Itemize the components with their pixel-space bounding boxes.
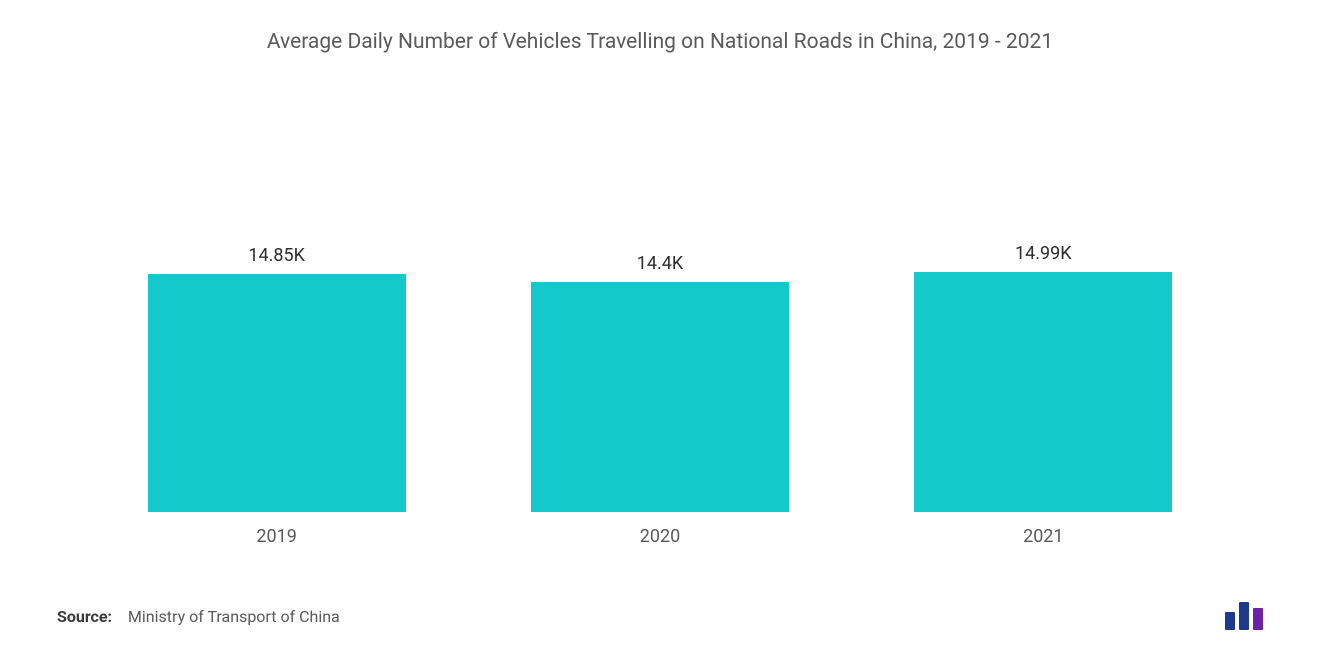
chart-bar [531,282,789,512]
bar-group-2: 14.99K 2021 [854,243,1234,547]
chart-container: Average Daily Number of Vehicles Travell… [0,0,1320,665]
category-label: 2020 [640,526,680,547]
logo-bar [1239,602,1249,630]
logo-bar [1253,608,1263,630]
chart-bar [148,274,406,512]
bar-group-1: 14.4K 2020 [470,253,850,547]
chart-bar [914,272,1172,512]
bar-value-label: 14.4K [637,253,683,274]
bar-value-label: 14.85K [248,245,305,266]
footer-row: Source: Ministry of Transport of China [55,602,1265,630]
source-text: Ministry of Transport of China [128,607,340,626]
category-label: 2021 [1023,526,1063,547]
logo-bar [1225,612,1235,630]
bar-group-0: 14.85K 2019 [87,245,467,547]
chart-title: Average Daily Number of Vehicles Travell… [55,30,1265,54]
source-line: Source: Ministry of Transport of China [57,607,340,626]
plot-area: 14.85K 2019 14.4K 2020 14.99K 2021 [55,64,1265,547]
brand-logo-icon [1225,602,1263,630]
bar-value-label: 14.99K [1015,243,1072,264]
source-label: Source: [57,607,112,626]
category-label: 2019 [256,526,296,547]
